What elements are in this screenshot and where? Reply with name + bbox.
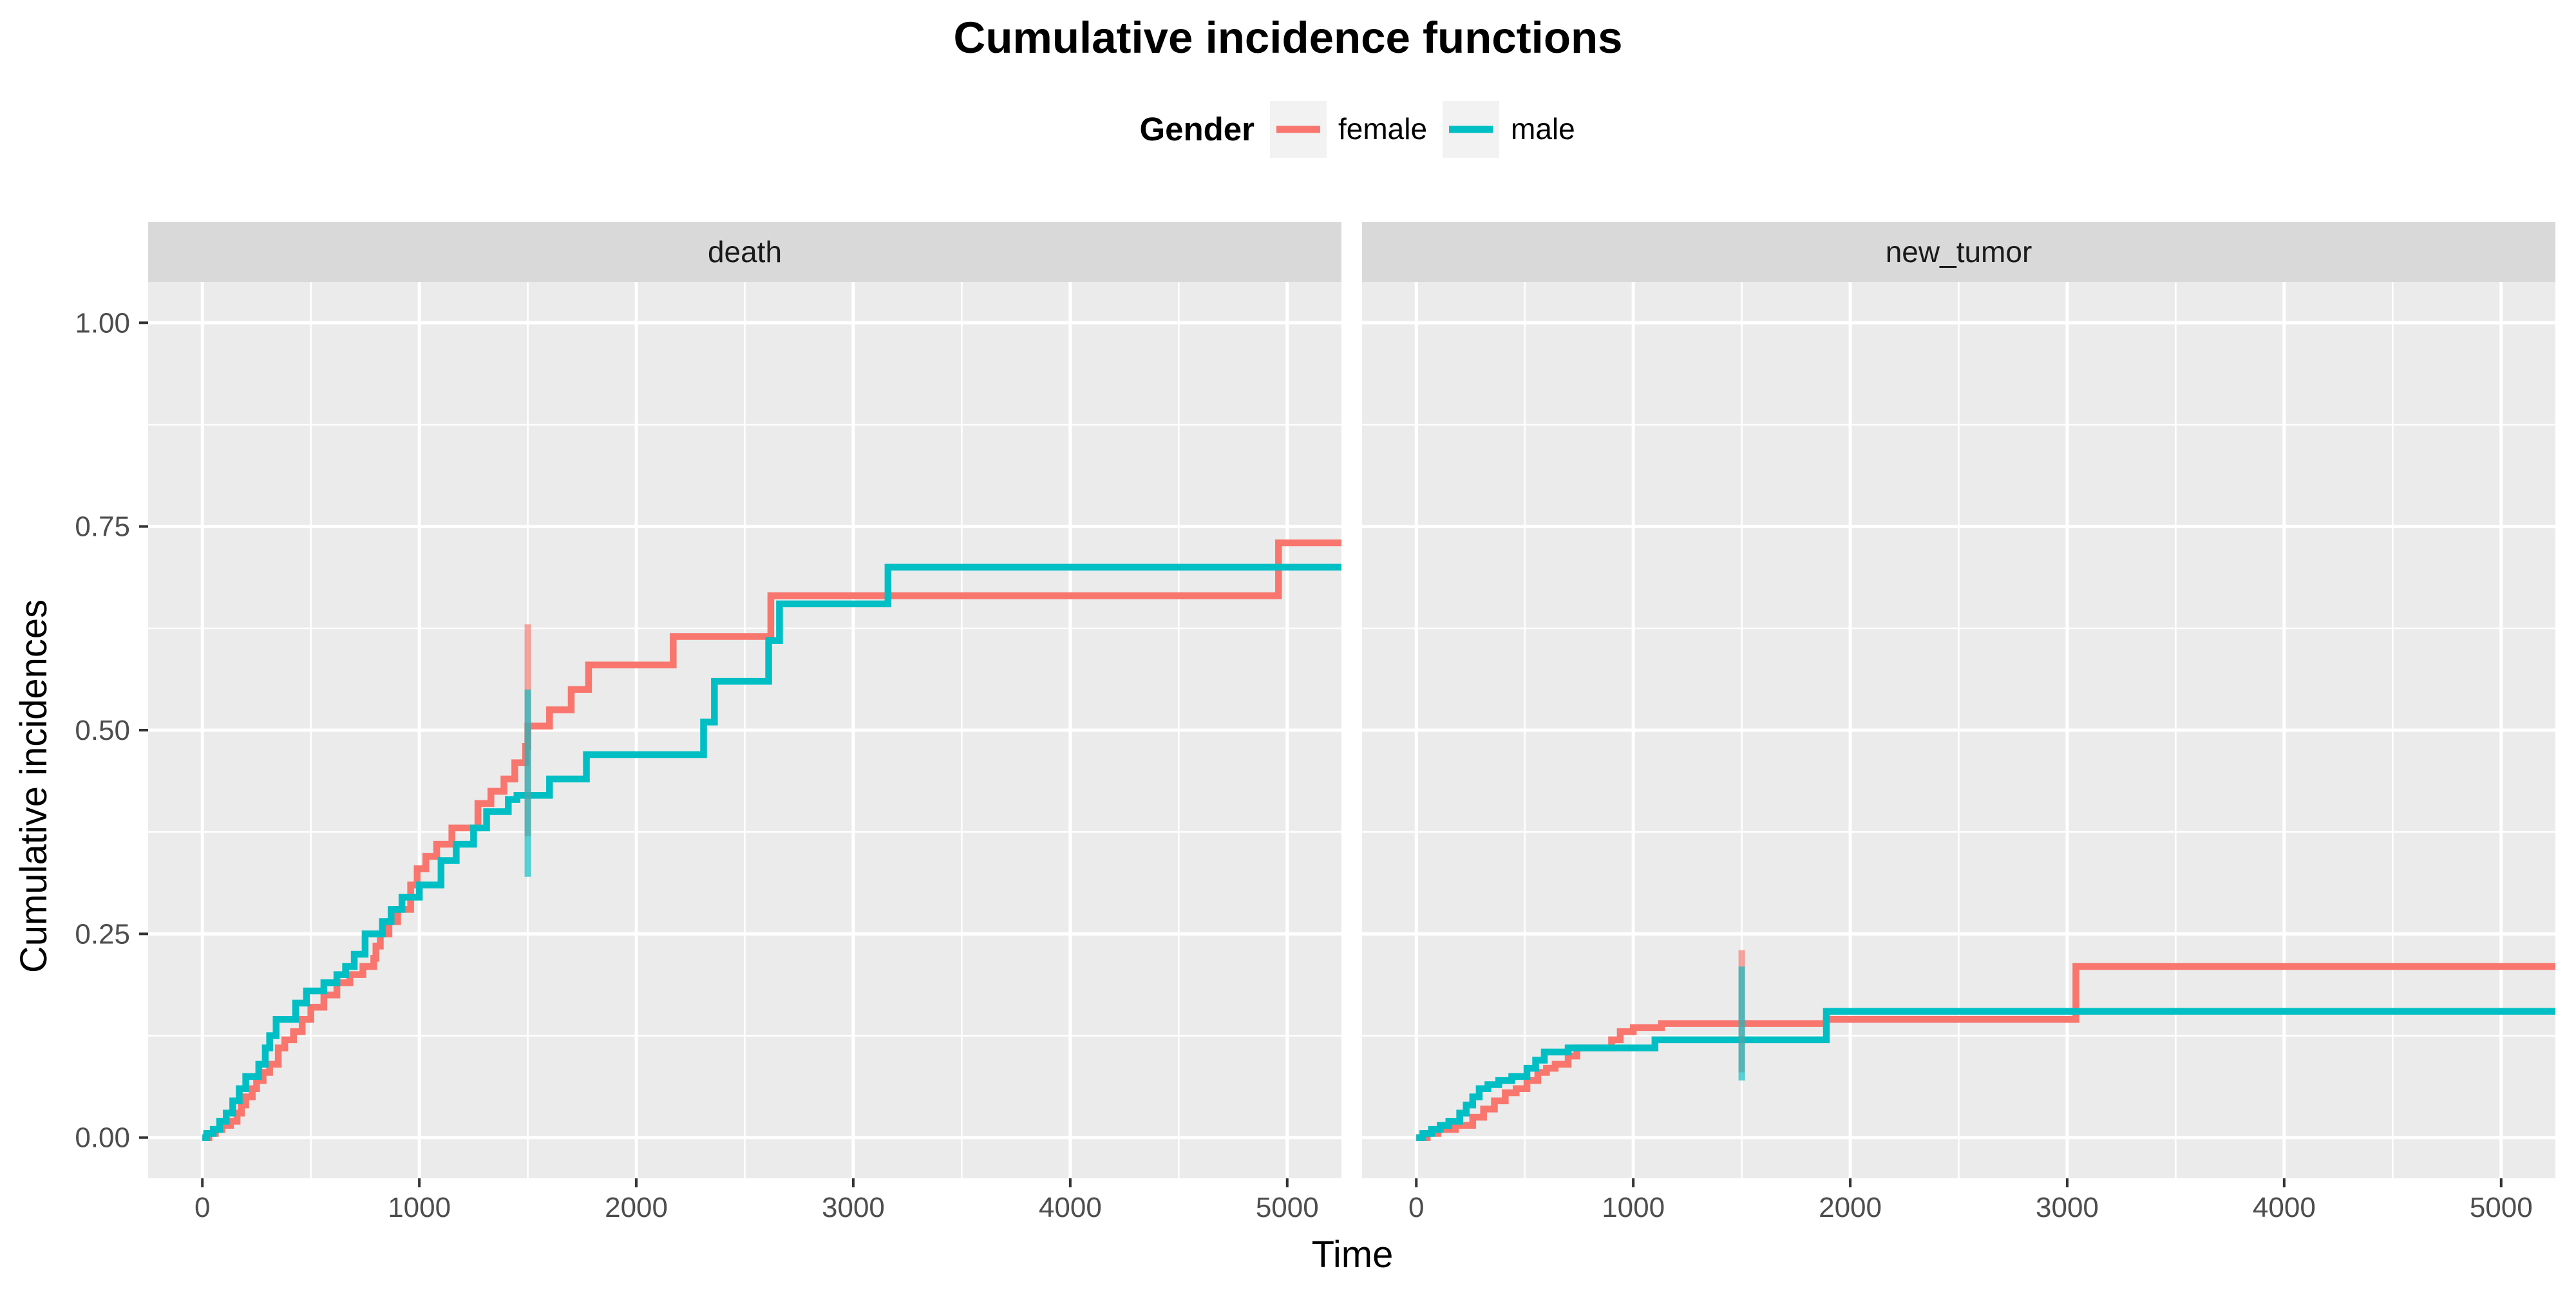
legend-label-male: male	[1511, 112, 1575, 146]
chart-title: Cumulative incidence functions	[953, 13, 1622, 62]
strip-background	[148, 222, 1341, 282]
y-axis-title: Cumulative incidences	[13, 599, 55, 973]
y-tick-label: 0.25	[75, 918, 130, 950]
legend: Gender female male	[1139, 101, 1575, 158]
x-tick-label: 4000	[1039, 1192, 1102, 1223]
legend-title: Gender	[1139, 111, 1255, 147]
panel-new_tumor: new_tumor 0 1000 2000 3000 4000 5000	[1362, 222, 2555, 1223]
y-tick-label: 0.75	[75, 511, 130, 543]
x-tick-label: 0	[194, 1192, 210, 1223]
panel-death: death 0 1000 2000 3000 4000 5000 0.00 0.25 0.50 0.…	[75, 222, 1341, 1223]
strip-label: new_tumor	[1886, 235, 2032, 269]
x-tick-label: 5000	[2470, 1192, 2533, 1223]
y-tick-label: 0.00	[75, 1122, 130, 1154]
strip-background	[1362, 222, 2555, 282]
x-tick-label: 1000	[388, 1192, 451, 1223]
x-tick-label: 5000	[1256, 1192, 1319, 1223]
strip-label: death	[708, 235, 782, 269]
series-line-male	[202, 563, 1341, 1141]
series-line-female	[1416, 963, 2555, 1141]
x-tick-label: 3000	[2036, 1192, 2099, 1223]
series-group	[202, 539, 1341, 1141]
y-tick-label: 1.00	[75, 307, 130, 339]
x-tick-label: 2000	[605, 1192, 668, 1223]
x-tick-label: 0	[1408, 1192, 1424, 1223]
x-tick-label: 1000	[1602, 1192, 1665, 1223]
legend-label-female: female	[1338, 112, 1427, 146]
x-tick-label: 3000	[822, 1192, 885, 1223]
x-axis-title: Time	[1312, 1234, 1394, 1276]
series-line-male	[1416, 1008, 2555, 1141]
x-tick-label: 2000	[1819, 1192, 1882, 1223]
series-group	[1416, 950, 2555, 1141]
y-tick-label: 0.50	[75, 715, 130, 746]
facet-panels: death 0 1000 2000 3000 4000 5000 0.00 0.25 0.50 0.…	[75, 222, 2555, 1223]
x-tick-label: 4000	[2253, 1192, 2316, 1223]
